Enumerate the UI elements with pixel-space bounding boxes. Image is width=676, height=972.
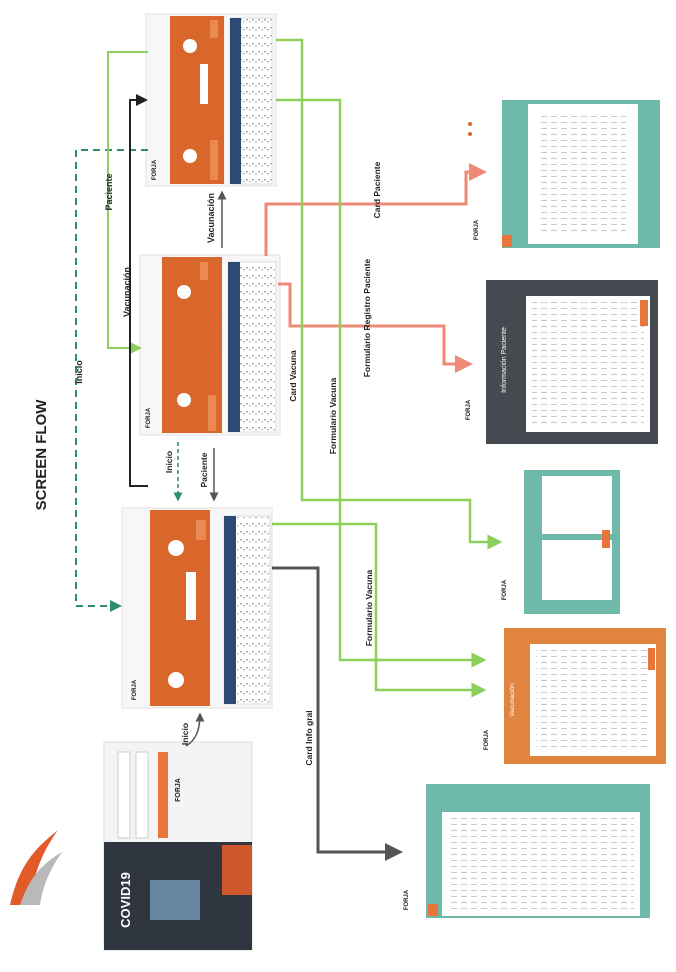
covid-banner-text: COVID19 (118, 872, 133, 928)
info-gral-logo: FORJA (404, 889, 410, 910)
label-form-vacuna-1: Formulario Vacuna (328, 377, 338, 454)
login-password-field[interactable] (135, 751, 149, 839)
flow-form-vacuna-2 (272, 522, 487, 698)
vaccinated-avatar-icon (183, 149, 197, 163)
login-screen: COVID19 FORJA (103, 741, 253, 951)
card-paciente-close-button[interactable] (502, 235, 512, 247)
main-table-header (224, 516, 236, 704)
flow-card-paciente (264, 163, 487, 256)
card-paciente-screen: FORJA (468, 100, 660, 248)
patient-avatar-icon (177, 393, 191, 407)
patient-photo-icon (177, 285, 191, 299)
flow-inicio-dashed (75, 149, 148, 612)
card-vacuna-panel-2 (542, 540, 612, 600)
patients-register-button[interactable] (208, 395, 216, 431)
info-paciente-screen: Información Paciente FORJA (466, 280, 658, 444)
flow-paciente-top (107, 51, 148, 354)
gloved-hands-image (150, 880, 200, 920)
vacunacion-screen: Vacunación FORJA (484, 628, 666, 764)
patients-logo: FORJA (146, 407, 152, 428)
flow-form-vacuna-1 (276, 98, 487, 668)
vaccines-search-input[interactable] (200, 64, 208, 104)
flow-form-registro-paciente (278, 282, 473, 373)
label-inicio-2: Inicio (164, 451, 174, 473)
info-paciente-save-button[interactable] (640, 300, 648, 326)
main-add-button[interactable] (196, 520, 206, 540)
patients-add-button[interactable] (200, 262, 208, 280)
vacunacion-logo: FORJA (484, 729, 490, 750)
nurse-avatar-icon (183, 39, 197, 53)
flame-icon (10, 830, 58, 905)
patients-table-header (228, 262, 240, 432)
vacunacion-save-button[interactable] (648, 648, 655, 670)
vaccines-table-header (230, 18, 241, 184)
flow-inicio-login (185, 712, 205, 747)
label-card-vacuna: Card Vacuna (288, 350, 298, 402)
flow-card-info-gral (272, 566, 403, 861)
vaccine-avatar-icon (168, 540, 184, 556)
label-vacunacion-1: Vacunación (122, 267, 132, 317)
patients-screen: Listado Pacientes FORJA (139, 254, 281, 436)
label-inicio-1: Inicio (74, 360, 84, 384)
flame-shadow-icon (20, 852, 62, 905)
login-button[interactable] (158, 752, 168, 838)
vaccines-heading: Listado Vacunados (216, 80, 221, 119)
label-vacunacion-2: Vacunación (206, 193, 216, 243)
info-paciente-logo: FORJA (466, 399, 472, 420)
forja-brand-logo: FORJA (10, 830, 62, 905)
main-heading: Información General Pacientes (202, 613, 207, 676)
label-card-info-gral: Card Info gral (304, 710, 314, 765)
label-paciente-2: Paciente (199, 452, 209, 487)
card-vacuna-logo: FORJA (502, 579, 508, 600)
card-vacuna-screen: FORJA (502, 470, 620, 614)
info-gral-screen: FORJA (404, 784, 650, 918)
main-logo: FORJA (132, 679, 138, 700)
login-user-field[interactable] (117, 751, 131, 839)
flow-vacunacion-black (129, 94, 148, 487)
label-paciente-1: Paciente (104, 173, 114, 210)
login-logo: FORJA (175, 778, 182, 802)
diagram-title: SCREEN FLOW (33, 399, 50, 511)
vaccines-logo: FORJA (152, 159, 158, 180)
doctor-avatar-icon (168, 672, 184, 688)
info-paciente-title: Información Paciente (501, 327, 508, 393)
main-screen: Información General Pacientes FORJA (121, 507, 273, 709)
flow-card-vacuna (276, 38, 503, 550)
vaccines-register-button[interactable] (210, 140, 218, 180)
vacunacion-title: Vacunación (509, 683, 516, 717)
label-card-paciente: Card Paciente (372, 161, 382, 218)
label-inicio-3: Inicio (180, 723, 190, 745)
label-form-vacuna-2: Formulario Vacuna (364, 569, 374, 646)
label-form-registro-paciente: Formulario Registro Paciente (362, 258, 372, 377)
card-vacuna-panel-1 (542, 476, 612, 534)
main-search-input[interactable] (186, 572, 196, 620)
card-paciente-logo: FORJA (474, 219, 480, 240)
vaccines-add-button[interactable] (210, 20, 218, 38)
card-vacuna-button[interactable] (602, 530, 610, 548)
vaccines-screen: Listado Vacunados FORJA (145, 13, 277, 187)
info-gral-close-button[interactable] (428, 904, 438, 916)
patients-heading: Listado Pacientes (212, 316, 217, 352)
